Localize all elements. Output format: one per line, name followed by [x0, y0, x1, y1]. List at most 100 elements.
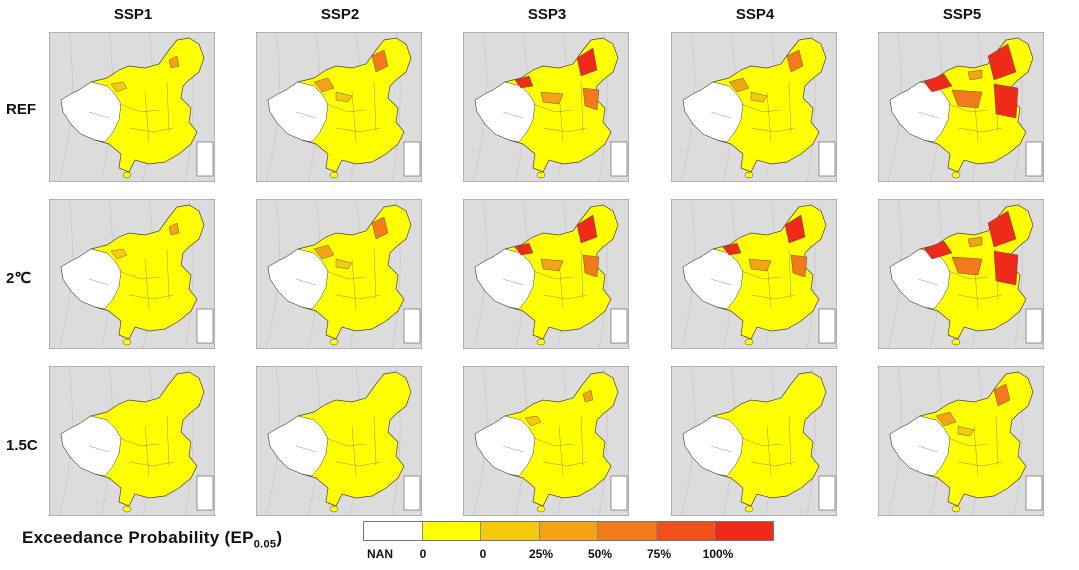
exceedance-hotspot — [935, 411, 957, 427]
exceedance-hotspot — [993, 83, 1019, 119]
exceedance-hotspot — [540, 91, 564, 105]
nan-region — [682, 415, 744, 477]
exceedance-hotspot — [313, 244, 335, 260]
exceedance-hotspot — [168, 222, 180, 236]
hainan-island — [951, 171, 961, 179]
exceedance-hotspot — [987, 210, 1017, 248]
nan-region — [474, 415, 536, 477]
nan-region — [474, 81, 536, 143]
nan-region — [267, 81, 329, 143]
map-panel — [256, 366, 422, 516]
south-china-sea-inset — [1025, 141, 1043, 177]
exceedance-hotspot — [951, 89, 983, 109]
exceedance-hotspot — [993, 383, 1011, 407]
column-header-ssp4: SSP4 — [735, 6, 775, 23]
exceedance-hotspot — [784, 214, 806, 244]
map-panel — [878, 366, 1044, 516]
exceedance-hotspot — [110, 81, 128, 93]
map-panel — [878, 199, 1044, 349]
nan-region — [267, 415, 329, 477]
legend-title-subscript: 0.05 — [253, 538, 277, 551]
exceedance-hotspot — [335, 258, 353, 270]
south-china-sea-inset — [1025, 308, 1043, 344]
color-bar-tick-label: NAN — [367, 547, 393, 561]
south-china-sea-inset — [610, 475, 628, 511]
south-china-sea-inset — [610, 308, 628, 344]
south-china-sea-inset — [403, 475, 421, 511]
color-bar-tick-label: 50% — [587, 547, 613, 561]
south-china-sea-inset — [610, 141, 628, 177]
map-panel — [463, 366, 629, 516]
exceedance-hotspot — [722, 242, 742, 256]
color-bar-tick-label: 100% — [702, 547, 734, 561]
exceedance-hotspot — [786, 49, 804, 73]
nan-region — [682, 81, 744, 143]
hainan-island — [951, 505, 961, 513]
hainan-island — [329, 505, 339, 513]
exceedance-hotspot — [967, 69, 983, 81]
nan-region — [889, 415, 951, 477]
nan-region — [60, 81, 122, 143]
hainan-island — [744, 171, 754, 179]
south-china-sea-inset — [1025, 475, 1043, 511]
south-china-sea-inset — [196, 475, 214, 511]
color-bar-segment — [598, 522, 657, 540]
nan-region — [889, 248, 951, 310]
map-panel — [671, 366, 837, 516]
nan-region — [267, 248, 329, 310]
map-panel — [463, 32, 629, 182]
map-panel — [49, 32, 215, 182]
column-header-ssp3: SSP3 — [527, 6, 567, 23]
nan-region — [682, 248, 744, 310]
south-china-sea-inset — [196, 141, 214, 177]
nan-region — [60, 248, 122, 310]
hainan-island — [536, 171, 546, 179]
color-bar-tick-label: 0 — [479, 547, 487, 561]
exceedance-hotspot — [923, 73, 953, 93]
legend-title: Exceedance Probability (EP0.05) — [22, 528, 282, 550]
exceedance-hotspot — [524, 415, 542, 427]
exceedance-hotspot — [514, 75, 534, 89]
color-bar-segment — [715, 522, 774, 540]
hainan-island — [329, 338, 339, 346]
nan-region — [474, 248, 536, 310]
south-china-sea-inset — [818, 475, 836, 511]
exceedance-hotspot — [728, 77, 750, 93]
exceedance-hotspot — [951, 256, 983, 276]
exceedance-hotspot — [582, 87, 600, 111]
exceedance-hotspot — [957, 425, 975, 437]
exceedance-hotspot — [993, 250, 1019, 286]
exceedance-hotspot — [110, 248, 128, 260]
map-panel — [49, 366, 215, 516]
exceedance-hotspot — [168, 55, 180, 69]
row-header-1-5c: 1.5C — [6, 437, 38, 454]
south-china-sea-inset — [403, 308, 421, 344]
exceedance-hotspot — [748, 258, 772, 272]
nan-region — [60, 415, 122, 477]
hainan-island — [951, 338, 961, 346]
map-panel — [671, 32, 837, 182]
hainan-island — [536, 505, 546, 513]
color-bar-segment — [481, 522, 540, 540]
map-panel — [671, 199, 837, 349]
map-panel — [256, 32, 422, 182]
hainan-island — [329, 171, 339, 179]
exceedance-hotspot — [540, 258, 564, 272]
exceedance-hotspot — [923, 240, 953, 260]
south-china-sea-inset — [403, 141, 421, 177]
south-china-sea-inset — [818, 141, 836, 177]
color-bar-segment — [656, 522, 716, 540]
exceedance-hotspot — [371, 49, 389, 73]
south-china-sea-inset — [196, 308, 214, 344]
color-bar-segment — [364, 522, 423, 540]
hainan-island — [122, 338, 132, 346]
color-bar-tick-label: 75% — [646, 547, 672, 561]
color-bar-segment — [422, 522, 482, 540]
exceedance-hotspot — [967, 236, 983, 248]
exceedance-hotspot — [750, 91, 768, 103]
exceedance-hotspot — [313, 77, 335, 93]
hainan-island — [536, 338, 546, 346]
map-panel — [463, 199, 629, 349]
hainan-island — [122, 171, 132, 179]
exceedance-hotspot — [335, 91, 353, 103]
